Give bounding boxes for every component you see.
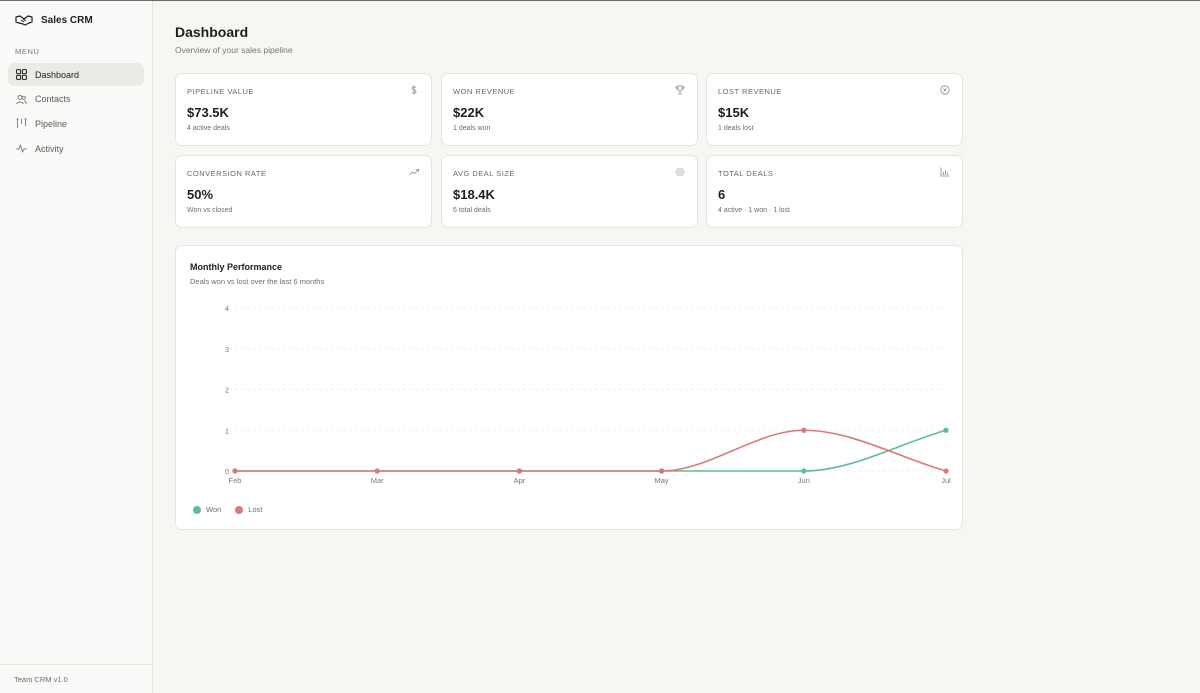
sidebar-item-label: Contacts [35,94,71,105]
x-tick-label: Apr [514,476,526,485]
kanban-icon [16,118,27,129]
pulse-icon [16,144,27,153]
handshake-icon [15,15,33,26]
data-point-won [943,427,949,433]
stat-card-lost-revenue: LOST REVENUE $15K 1 deals lost [706,73,963,146]
legend-item-lost[interactable]: Lost [235,505,262,514]
legend-swatch-lost [235,505,244,514]
app-name: Sales CRM [41,14,93,26]
trophy-icon [675,85,685,95]
data-point-lost [659,468,665,474]
y-tick-label: 2 [225,386,229,395]
legend-swatch-won [193,505,201,514]
stat-note: 6 total deals [453,207,491,214]
stat-value: $15K [718,105,750,120]
stat-note: 4 active · 1 won · 1 lost [718,207,790,214]
sidebar-item-label: Pipeline [35,118,68,129]
monthly-performance-card: Monthly Performance Deals won vs lost ov… [175,245,963,530]
sidebar: Sales CRM MENU Dashboard Contacts [0,1,153,693]
chart-legend: Won Lost [193,505,262,514]
stat-value: $18.4K [453,187,495,202]
data-point-lost [801,427,807,433]
y-tick-label: 3 [225,345,229,354]
sidebar-nav: Dashboard Contacts Pipeline Activity [8,63,144,162]
users-icon [16,94,27,104]
stat-note: 1 deals lost [718,125,754,132]
stat-card-total-deals: TOTAL DEALS 6 4 active · 1 won · 1 lost [706,155,963,228]
bar-chart-icon [940,167,950,177]
sidebar-item-pipeline[interactable]: Pipeline [8,112,144,135]
dollar-icon [411,85,417,95]
page-title: Dashboard [175,24,249,40]
data-point-lost [943,468,949,474]
stat-card-pipeline-value: PIPELINE VALUE $73.5K 4 active deals [175,73,432,146]
data-point-lost [374,468,380,474]
legend-item-won[interactable]: Won [193,505,221,514]
stat-note: 1 deals won [453,125,491,132]
chart-title: Monthly Performance [190,262,283,272]
grid-icon [16,69,27,80]
stat-label: TOTAL DEALS [718,169,774,178]
stat-value: 50% [187,187,214,202]
data-point-lost [516,468,522,474]
stat-value: 6 [718,187,726,202]
y-tick-label: 1 [225,426,229,435]
menu-label: MENU [15,47,40,56]
stat-value: $73.5K [187,105,229,120]
sidebar-item-label: Activity [35,143,64,154]
sidebar-item-dashboard[interactable]: Dashboard [8,63,144,86]
trend-up-icon [409,169,419,176]
series-line-lost [234,429,947,472]
data-point-won [801,468,807,474]
stat-label: WON REVENUE [453,87,516,96]
line-chart: 0 1 2 3 4 Feb Mar Apr May Jun Jul [225,304,951,485]
stat-label: PIPELINE VALUE [187,87,254,96]
x-tick-label: Mar [371,476,384,485]
stat-card-avg-deal-size: AVG DEAL SIZE $18.4K 6 total deals [441,155,698,228]
legend-label: Lost [248,505,263,514]
stat-note: Won vs closed [187,207,233,214]
y-tick-label: 0 [225,467,229,476]
stat-label: CONVERSION RATE [187,169,267,178]
stat-note: 4 active deals [187,125,230,132]
x-circle-icon [940,85,950,95]
data-point-lost [232,468,238,474]
x-tick-label: Feb [229,476,242,485]
sidebar-item-label: Dashboard [35,69,80,80]
sidebar-item-activity[interactable]: Activity [8,137,144,160]
stat-card-won-revenue: WON REVENUE $22K 1 deals won [441,73,698,146]
stat-label: LOST REVENUE [718,87,782,96]
x-tick-label: Jun [798,476,810,485]
legend-label: Won [206,505,222,514]
brand[interactable]: Sales CRM [15,14,93,26]
y-tick-label: 4 [225,304,229,313]
series-line-won [234,429,947,472]
stat-card-conversion-rate: CONVERSION RATE 50% Won vs closed [175,155,432,228]
stat-label: AVG DEAL SIZE [453,169,515,178]
x-tick-label: Jul [941,476,951,485]
app-version: Team CRM v1.0 [0,664,152,693]
stat-value: $22K [453,105,485,120]
window-top-border [0,0,1200,1]
x-tick-label: May [655,476,669,485]
page-subtitle: Overview of your sales pipeline [175,45,293,55]
target-icon [675,167,685,177]
chart-subtitle: Deals won vs lost over the last 6 months [190,277,325,286]
sidebar-item-contacts[interactable]: Contacts [8,88,144,111]
